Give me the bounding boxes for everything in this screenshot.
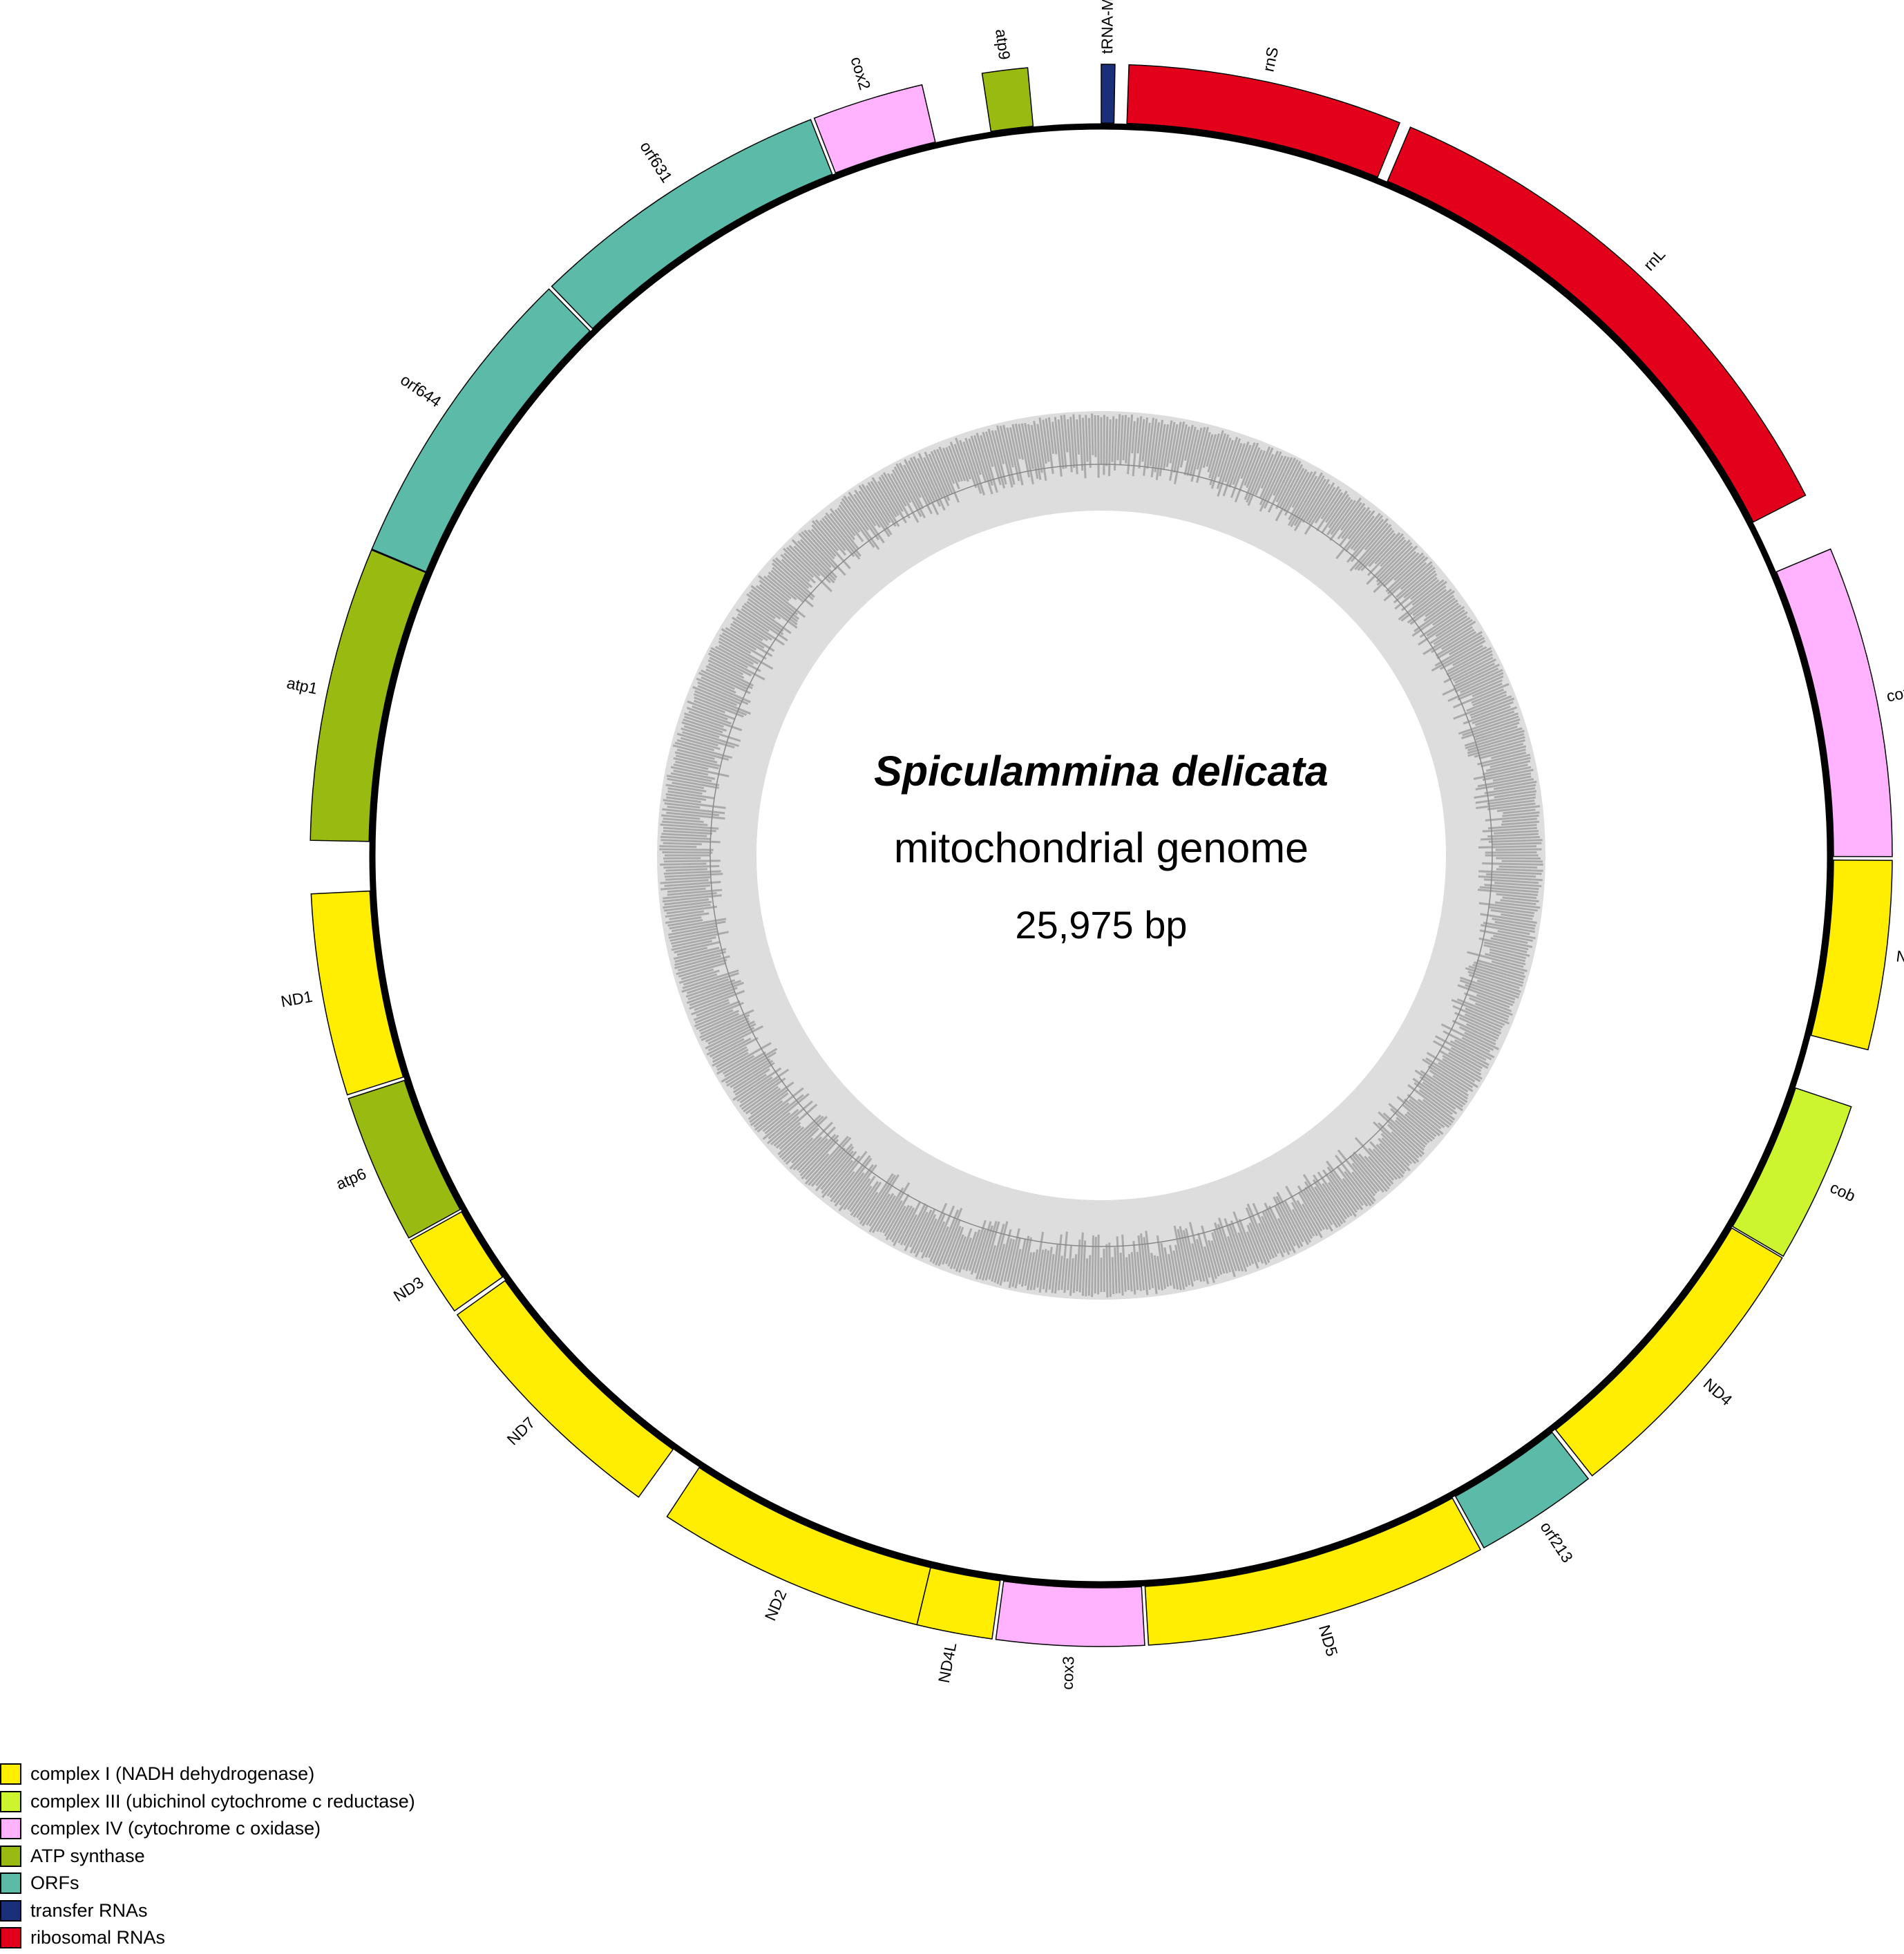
- legend-item-trna: transfer RNAs: [0, 1897, 415, 1925]
- legend-swatch-complex4: [0, 1818, 21, 1840]
- legend-label-trna: transfer RNAs: [30, 1899, 148, 1921]
- gc-midline: [710, 464, 1493, 1247]
- gene-label-atp6: atp6: [333, 1164, 368, 1193]
- legend-swatch-trna: [0, 1899, 21, 1922]
- legend-swatch-complex1: [0, 1763, 21, 1785]
- gene-label-nd1: ND1: [279, 987, 314, 1011]
- legend-swatch-complex3: [0, 1790, 21, 1812]
- gene-label-cox2: cox2: [847, 55, 874, 92]
- legend-item-rrna: ribosomal RNAs: [0, 1924, 415, 1952]
- gene-block-cob: [1731, 1087, 1852, 1258]
- legend-item-complex4: complex IV (cytochrome c oxidase): [0, 1815, 415, 1843]
- legend-swatch-atp: [0, 1845, 21, 1867]
- gene-label-nd2: ND2: [761, 1587, 790, 1624]
- gene-label-rnl: rnL: [1640, 245, 1669, 274]
- gene-block-nd3: [409, 1211, 504, 1312]
- gene-block-rnl: [1387, 126, 1807, 523]
- gene-label-trna-met: tRNA-Met: [1098, 0, 1116, 54]
- gene-label-nd7: ND7: [504, 1414, 539, 1449]
- gene-label-cob: cob: [1827, 1178, 1858, 1205]
- legend-item-complex3: complex III (ubichinol cytochrome c redu…: [0, 1788, 415, 1816]
- gene-block-cox1: [1776, 548, 1893, 857]
- gene-label-nd5: ND5: [1315, 1623, 1342, 1658]
- gene-label-nd4l: ND4L: [935, 1641, 960, 1685]
- gene-block-atp9: [981, 67, 1034, 132]
- legend: complex I (NADH dehydrogenase) complex II…: [0, 1761, 415, 1952]
- gene-block-nd6: [1810, 859, 1893, 1051]
- gene-block-atp1: [310, 549, 427, 842]
- legend-item-orf: ORFs: [0, 1870, 415, 1897]
- gene-block-orf644: [371, 288, 591, 573]
- gene-label-atp1: atp1: [285, 674, 319, 698]
- genome-type-label: mitochondrial genome: [894, 824, 1308, 871]
- legend-label-orf: ORFs: [30, 1872, 79, 1894]
- legend-label-rrna: ribosomal RNAs: [30, 1927, 166, 1948]
- gene-label-orf213: orf213: [1537, 1518, 1577, 1566]
- genome-backbone-circle: [369, 123, 1834, 1588]
- gene-block-nd1: [310, 890, 404, 1096]
- legend-label-complex4: complex IV (cytochrome c oxidase): [30, 1818, 321, 1839]
- gene-label-nd4: ND4: [1700, 1374, 1736, 1409]
- gene-block-nd5: [1144, 1497, 1482, 1646]
- gene-block-nd7: [456, 1280, 674, 1498]
- gene-block-cox3: [995, 1580, 1145, 1647]
- legend-label-atp: ATP synthase: [30, 1845, 145, 1866]
- gene-label-rns: rnS: [1259, 46, 1282, 73]
- gene-label-nd6: ND6: [1895, 947, 1904, 969]
- gene-label-orf644: orf644: [397, 370, 445, 410]
- gc-content-ring: [657, 411, 1545, 1300]
- legend-swatch-orf: [0, 1872, 21, 1895]
- legend-item-atp: ATP synthase: [0, 1843, 415, 1870]
- legend-label-complex3: complex III (ubichinol cytochrome c redu…: [30, 1790, 415, 1812]
- genome-map: tRNA-Met rnS rnL cox1 ND6 cob ND4 orf213 ND5 cox3…: [279, 0, 1904, 1691]
- gene-block-atp6: [348, 1079, 461, 1239]
- gene-block-orf631: [551, 119, 833, 330]
- legend-item-complex1: complex I (NADH dehydrogenase): [0, 1761, 415, 1788]
- gene-block-nd4: [1554, 1227, 1783, 1477]
- gene-label-nd3: ND3: [390, 1273, 427, 1305]
- gene-block-trna-met: [1101, 64, 1116, 124]
- gene-label-cox1: cox1: [1885, 681, 1904, 705]
- legend-swatch-rrna: [0, 1927, 21, 1949]
- gc-content-bars: [659, 413, 1543, 1298]
- gene-label-atp9: atp9: [992, 28, 1013, 61]
- gene-label-orf631: orf631: [636, 138, 676, 186]
- gene-track: [310, 64, 1893, 1647]
- gene-block-rns: [1126, 64, 1401, 178]
- legend-label-complex1: complex I (NADH dehydrogenase): [30, 1763, 315, 1785]
- genome-size-label: 25,975 bp: [1015, 903, 1187, 947]
- gene-label-cox3: cox3: [1058, 1656, 1078, 1691]
- gene-block-nd2: [666, 1466, 931, 1626]
- species-name: Spiculammina delicata: [874, 748, 1329, 795]
- gene-block-cox2: [813, 84, 936, 174]
- gene-block-orf213: [1454, 1432, 1590, 1549]
